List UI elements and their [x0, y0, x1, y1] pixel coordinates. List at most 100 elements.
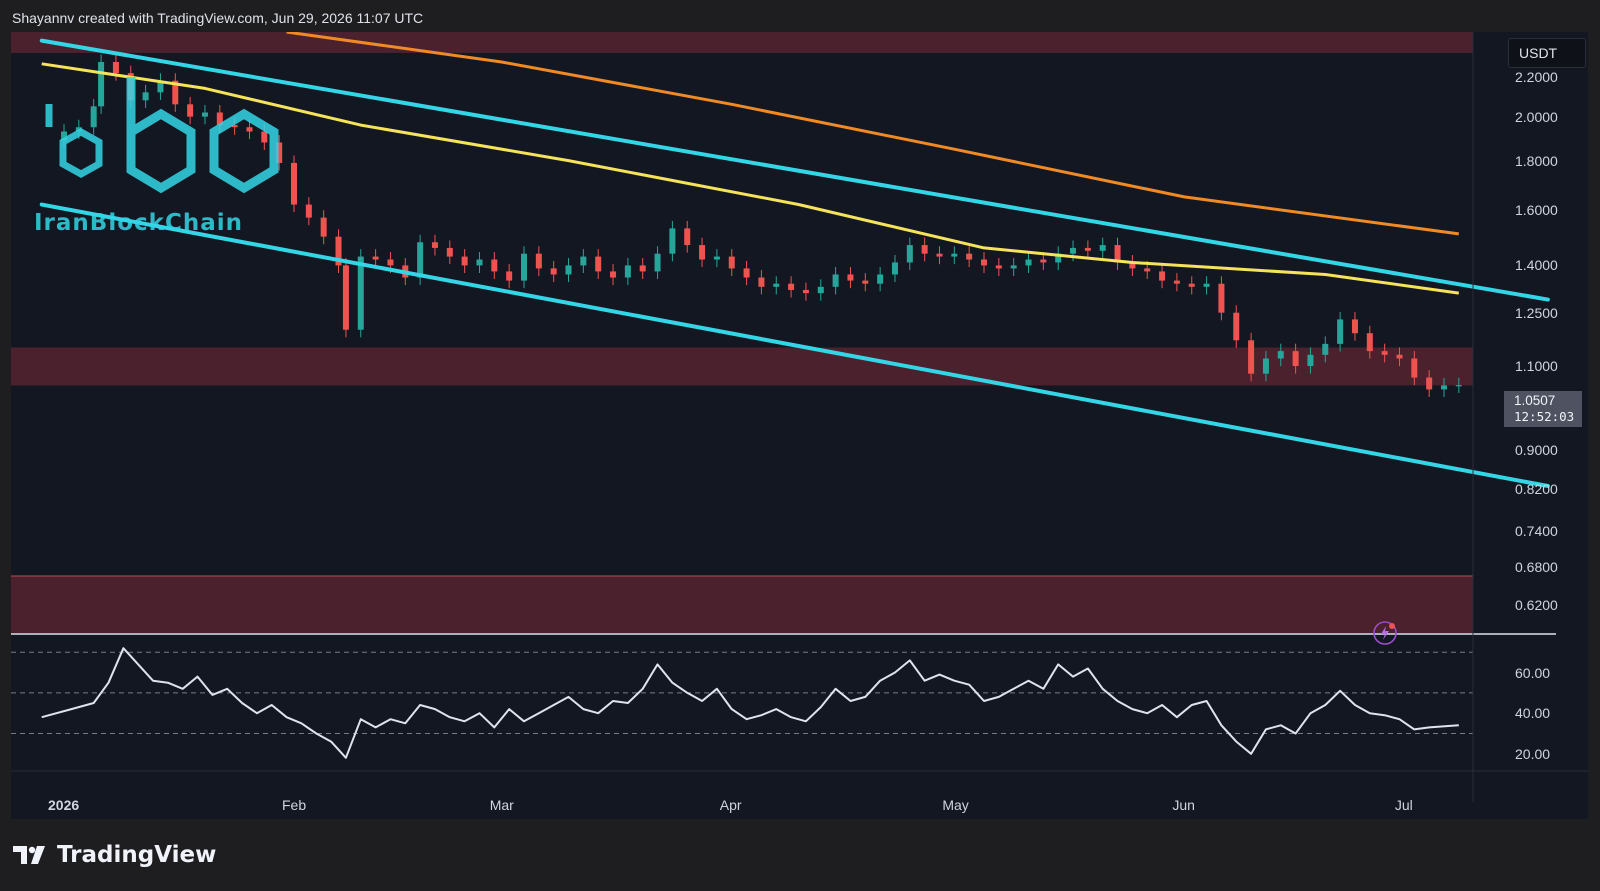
footer-brand-name: TradingView: [57, 842, 217, 868]
candle-body: [187, 104, 194, 117]
candle-body: [758, 277, 765, 287]
candle-body: [1366, 333, 1373, 352]
candle-body: [699, 245, 706, 260]
candle-body: [669, 228, 676, 254]
price-chart-svg[interactable]: [11, 32, 1588, 819]
candle-body: [1455, 385, 1462, 387]
rsi-tick-label: 60.00: [1515, 664, 1551, 681]
candle-body: [387, 259, 394, 266]
candle-body: [684, 228, 691, 246]
rsi-tick-label: 20.00: [1515, 745, 1551, 762]
candle-body: [921, 245, 928, 254]
price-tick-label: 0.6200: [1515, 597, 1558, 614]
candle-body: [951, 253, 958, 257]
candle-body: [521, 253, 527, 281]
descending-channel-line: [39, 202, 1550, 489]
candle-body: [112, 61, 119, 74]
candle-body: [491, 259, 498, 272]
candle-body: [335, 236, 342, 266]
candle-body: [276, 142, 283, 163]
hexagon-ibc-logo: [45, 77, 279, 194]
rsi-pane-bg: [11, 636, 1473, 770]
candle-body: [565, 265, 572, 275]
candle-body: [906, 245, 913, 263]
candle-body: [773, 283, 780, 287]
candle-body: [246, 127, 253, 132]
candle-body: [891, 262, 898, 275]
candle-body: [1070, 247, 1077, 254]
candle-body: [713, 256, 720, 260]
candle-body: [1411, 358, 1418, 378]
candle-body: [261, 131, 268, 143]
candle-body: [157, 80, 164, 93]
candle-body: [476, 259, 483, 266]
candle-body: [431, 242, 438, 248]
candle-body: [1277, 351, 1284, 359]
candle-body: [231, 125, 238, 128]
candle-body: [743, 268, 750, 278]
candle-body: [1040, 259, 1047, 263]
price-tick-label: 2.2000: [1515, 68, 1558, 85]
candle-body: [142, 92, 149, 101]
candle-body: [1218, 283, 1225, 313]
candle-body: [1173, 280, 1180, 284]
candle-body: [1337, 319, 1344, 344]
candle-body: [201, 112, 208, 117]
candle-body: [788, 283, 795, 290]
price-tick-label: 1.2500: [1515, 304, 1558, 321]
moving-average-line: [286, 32, 1460, 236]
price-tick-label: 0.8200: [1515, 480, 1558, 497]
supply-demand-zone: [11, 575, 1473, 633]
candle-body: [1381, 351, 1388, 355]
candle-body: [966, 253, 973, 260]
supply-demand-zone: [11, 32, 1473, 53]
candle-body: [291, 162, 297, 205]
candle-body: [832, 274, 839, 287]
alert-bolt-icon[interactable]: [1372, 620, 1398, 646]
candle-body: [1114, 245, 1121, 263]
candle-body: [802, 289, 809, 294]
candle-body: [1233, 312, 1240, 341]
rsi-tick-label: 40.00: [1515, 705, 1551, 722]
candle-body: [461, 256, 468, 266]
zone-layer: [11, 32, 1473, 633]
candle-body: [1055, 253, 1062, 263]
time-tick-label: Jun: [1172, 797, 1195, 813]
candle-countdown: 12:52:03: [1514, 409, 1575, 424]
candle-body: [417, 242, 424, 278]
moving-average-line: [41, 62, 1460, 295]
candle-body: [595, 256, 602, 272]
candle-body: [1099, 245, 1106, 251]
moving-average-layer: [41, 32, 1460, 295]
candle-body: [1307, 354, 1314, 367]
candle-body: [342, 265, 349, 330]
price-tick-label: 2.0000: [1515, 108, 1558, 125]
candle-body: [1010, 265, 1017, 269]
time-tick-label: Jul: [1394, 797, 1413, 813]
currency-selector[interactable]: USDT: [1508, 38, 1586, 68]
last-price-tag: 1.0507 12:52:03: [1504, 391, 1582, 427]
time-tick-label: 2026: [48, 797, 80, 813]
candle-body: [847, 274, 854, 281]
candle-body: [320, 217, 327, 237]
candle-body: [877, 274, 884, 284]
price-tick-label: 1.6000: [1515, 201, 1558, 218]
candle-body: [1322, 343, 1329, 355]
watermark-brand: IranBlockChain: [34, 210, 243, 236]
tradingview-logo-icon: [13, 846, 45, 864]
candle-body: [1025, 259, 1032, 266]
price-tick-label: 1.4000: [1515, 257, 1558, 274]
time-tick-label: Apr: [719, 797, 742, 813]
time-tick-label: Feb: [282, 797, 307, 813]
candle-body: [172, 80, 179, 105]
candle-body: [995, 265, 1002, 269]
rsi-layer: [11, 636, 1473, 770]
candle-body: [305, 204, 312, 218]
last-price-value: 1.0507: [1514, 393, 1556, 408]
candle-body: [550, 268, 557, 275]
chart-caption: Shayannv created with TradingView.com, J…: [12, 10, 424, 26]
rsi-line: [41, 647, 1459, 759]
candle-body: [98, 61, 105, 107]
time-tick-label: Mar: [489, 797, 514, 813]
candle-body: [1129, 262, 1136, 269]
